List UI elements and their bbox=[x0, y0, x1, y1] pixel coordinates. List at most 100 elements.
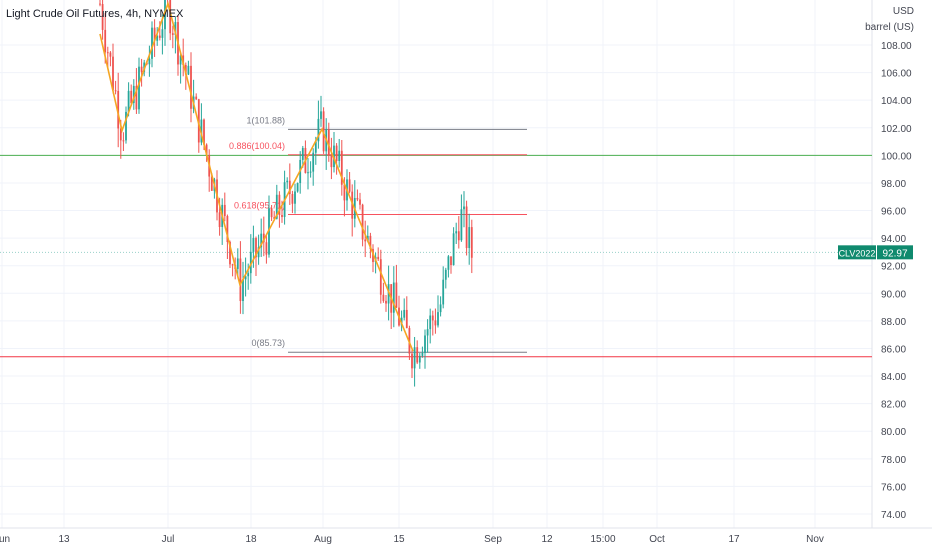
candle-body bbox=[286, 180, 289, 183]
candle-body bbox=[301, 147, 304, 160]
candle-body bbox=[210, 176, 213, 191]
y-tick-label: 100.00 bbox=[881, 151, 912, 162]
price-badge-bg bbox=[877, 245, 913, 260]
candle-body bbox=[151, 27, 153, 59]
candle-body bbox=[231, 264, 234, 266]
x-tick-label: 15 bbox=[393, 534, 405, 545]
candle-body bbox=[226, 216, 229, 242]
candle-body bbox=[338, 150, 341, 162]
candle-body bbox=[447, 256, 450, 270]
candle-body bbox=[156, 35, 159, 41]
y-tick-label: 78.00 bbox=[881, 455, 906, 466]
candle-body bbox=[161, 29, 164, 38]
candle-body bbox=[314, 141, 317, 153]
candle-body bbox=[125, 111, 127, 141]
y-tick-label: 92.00 bbox=[881, 262, 906, 273]
candle-body bbox=[106, 52, 109, 54]
candle-body bbox=[252, 237, 255, 252]
x-tick-label: 18 bbox=[245, 534, 257, 545]
x-tick-label: Nov bbox=[806, 534, 824, 545]
candle-body bbox=[343, 184, 346, 201]
chart-title: Light Crude Oil Futures, 4h, NYMEX bbox=[6, 8, 184, 20]
candle-body bbox=[405, 309, 408, 329]
candle-body bbox=[294, 191, 296, 204]
candle-body bbox=[117, 90, 120, 129]
candle-body bbox=[296, 183, 299, 192]
fib-retracement[interactable]: 1(101.88) 0.886(100.04) 0.618(95.71) 0(85.7… bbox=[229, 115, 527, 353]
y-tick-label: 94.00 bbox=[881, 234, 906, 245]
horizontal-lines bbox=[0, 154, 872, 358]
candle-body bbox=[340, 150, 343, 185]
candle-body bbox=[148, 58, 151, 65]
candle-body bbox=[99, 3, 101, 5]
y-tick-label: 98.00 bbox=[881, 179, 906, 190]
candle-body bbox=[205, 144, 208, 155]
candle-body bbox=[184, 64, 187, 75]
candle-body bbox=[335, 145, 338, 162]
price-axis[interactable]: 108.00 106.00 104.00 102.00 100.00 98.00 96.00… bbox=[881, 41, 912, 521]
candle-body bbox=[442, 279, 445, 305]
candle-body bbox=[356, 197, 359, 200]
candle-body bbox=[195, 96, 198, 100]
x-tick-label: Aug bbox=[314, 534, 332, 545]
candle-body bbox=[452, 233, 455, 266]
candle-body bbox=[122, 140, 125, 142]
y-tick-label: 88.00 bbox=[881, 317, 906, 328]
x-tick-label: 17 bbox=[728, 534, 740, 545]
candle-body bbox=[424, 335, 426, 353]
candle-body bbox=[366, 235, 369, 242]
x-tick-label: 15:00 bbox=[590, 534, 615, 545]
candles bbox=[99, 0, 473, 387]
candle-body bbox=[247, 273, 250, 277]
candle-body bbox=[218, 212, 221, 227]
candle-body bbox=[278, 194, 281, 216]
candle-body bbox=[320, 111, 322, 119]
price-unit-measure: barrel (US) bbox=[865, 22, 914, 33]
y-tick-label: 84.00 bbox=[881, 372, 906, 383]
y-tick-label: 102.00 bbox=[881, 124, 912, 135]
candle-body bbox=[460, 209, 463, 241]
candle-body bbox=[327, 129, 330, 156]
candle-body bbox=[244, 276, 247, 280]
candle-body bbox=[421, 352, 424, 356]
candle-body bbox=[138, 66, 140, 110]
candle-body bbox=[361, 204, 364, 240]
candle-body bbox=[104, 29, 107, 53]
y-tick-label: 82.00 bbox=[881, 400, 906, 411]
candle-body bbox=[179, 55, 182, 65]
candle-body bbox=[463, 206, 465, 210]
y-tick-label: 86.00 bbox=[881, 344, 906, 355]
candle-body bbox=[429, 315, 432, 330]
candle-body bbox=[140, 66, 143, 72]
candle-body bbox=[437, 312, 439, 326]
candle-body bbox=[190, 65, 192, 109]
fib-level-label: 1(101.88) bbox=[246, 115, 285, 125]
candle-body bbox=[431, 315, 434, 321]
candle-body bbox=[174, 22, 177, 35]
candle-body bbox=[382, 294, 385, 301]
candle-body bbox=[203, 119, 205, 145]
candle-body bbox=[465, 206, 468, 249]
candle-body bbox=[153, 27, 156, 41]
x-tick-label: Sep bbox=[484, 534, 502, 545]
candle-body bbox=[418, 355, 421, 363]
candle-body bbox=[262, 233, 265, 243]
candle-body bbox=[450, 256, 452, 266]
fib-level-label: 0(85.73) bbox=[251, 338, 285, 348]
candle-body bbox=[187, 65, 190, 75]
candle-body bbox=[275, 194, 278, 219]
candle-body bbox=[257, 247, 260, 258]
candle-body bbox=[309, 171, 312, 173]
candle-body bbox=[369, 235, 372, 249]
candle-body bbox=[364, 239, 367, 242]
candle-body bbox=[109, 52, 112, 57]
candle-body bbox=[359, 199, 361, 205]
candle-body bbox=[379, 259, 382, 295]
candle-body bbox=[312, 152, 315, 172]
price-unit-currency: USD bbox=[892, 6, 914, 17]
zigzag-pattern[interactable] bbox=[99, 0, 414, 352]
candle-body bbox=[255, 237, 257, 258]
time-axis[interactable]: Jun 13 Jul 18 Aug 15 Sep 12 15:00 Oct 17 Nov bbox=[0, 534, 824, 545]
candle-body bbox=[101, 4, 104, 30]
